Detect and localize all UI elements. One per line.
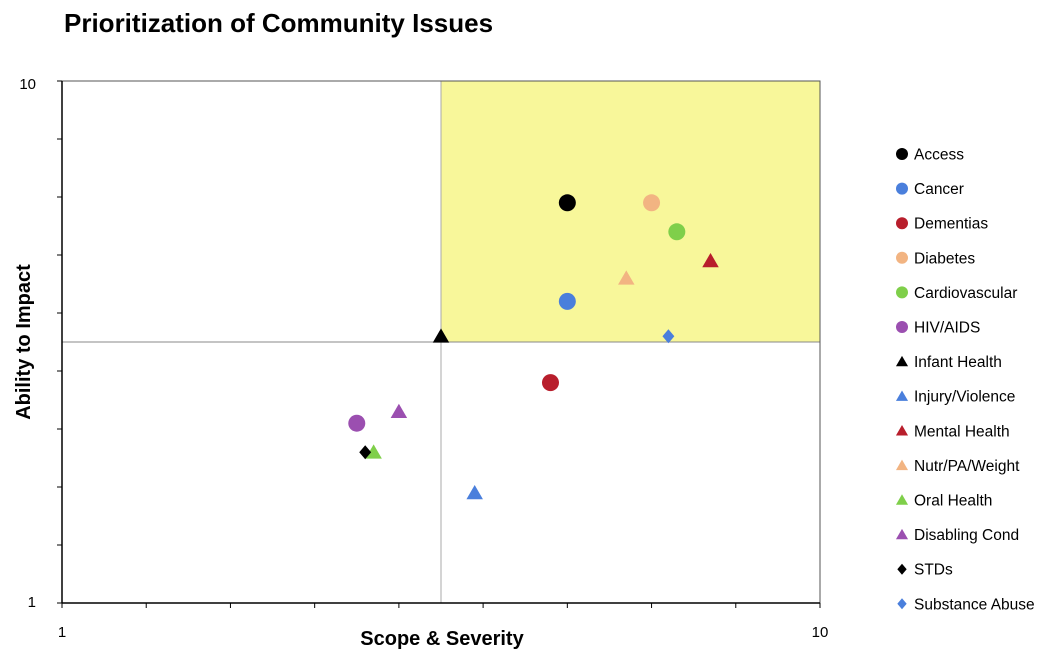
legend-marker-disabling-cond (895, 528, 909, 540)
legend-label-diabetes: Diabetes (914, 250, 975, 267)
legend-label-nutr-pa-weight: Nutr/PA/Weight (914, 458, 1020, 475)
legend-marker-stds (897, 563, 907, 575)
plot-area (57, 80, 821, 608)
y-tick-label-max: 10 (19, 76, 36, 93)
legend-label-disabling-cond: Disabling Cond (914, 527, 1019, 544)
y-axis-title: Ability to Impact (13, 264, 35, 420)
legend-marker-cancer (896, 182, 908, 195)
legend-label-stds: STDs (914, 562, 953, 579)
priority-quadrant (441, 81, 820, 342)
x-tick-label-min: 1 (58, 624, 66, 641)
legend-marker-cardiovascular (896, 286, 908, 299)
point-cardiovascular (668, 223, 686, 241)
point-substance-abuse (662, 329, 675, 344)
point-mental-health (702, 252, 719, 268)
legend-marker-nutr-pa-weight (895, 459, 909, 471)
point-stds (359, 445, 372, 460)
legend-marker-infant-health (895, 355, 909, 367)
legend-label-substance-abuse: Substance Abuse (914, 596, 1035, 613)
legend-label-cardiovascular: Cardiovascular (914, 285, 1017, 302)
legend-label-infant-health: Infant Health (914, 354, 1002, 371)
point-nutr-pa-weight (618, 270, 635, 285)
point-oral-health (365, 444, 382, 459)
legend-marker-substance-abuse (897, 598, 907, 610)
legend-label-access: Access (914, 147, 964, 164)
point-hiv-aids (348, 414, 366, 432)
point-access (558, 194, 576, 212)
legend-marker-hiv-aids (896, 321, 908, 333)
legend-marker-access (896, 148, 908, 160)
legend-marker-diabetes (896, 251, 908, 264)
legend-label-cancer: Cancer (914, 181, 964, 198)
point-cancer (558, 292, 576, 310)
legend-label-dementias: Dementias (914, 216, 988, 233)
legend-label-injury-violence: Injury/Violence (914, 389, 1015, 406)
legend-label-hiv-aids: HIV/AIDS (914, 320, 980, 337)
point-dementias (541, 374, 559, 392)
point-disabling-cond (390, 403, 408, 419)
legend-marker-injury-violence (895, 390, 909, 401)
chart-title: Prioritization of Community Issues (64, 8, 493, 38)
x-tick-label-max: 10 (812, 624, 829, 641)
legend-label-mental-health: Mental Health (914, 423, 1010, 440)
point-diabetes (643, 194, 661, 212)
x-axis-title: Scope & Severity (360, 628, 524, 650)
legend-marker-mental-health (895, 425, 909, 436)
legend: Access Cancer Dementias Diabetes Cardiovascu… (895, 147, 1035, 613)
y-tick-label-min: 1 (28, 594, 36, 611)
point-infant-health (432, 328, 450, 343)
point-injury-violence (466, 484, 483, 500)
legend-marker-oral-health (895, 494, 909, 505)
legend-label-oral-health: Oral Health (914, 493, 992, 510)
legend-marker-dementias (896, 217, 908, 230)
